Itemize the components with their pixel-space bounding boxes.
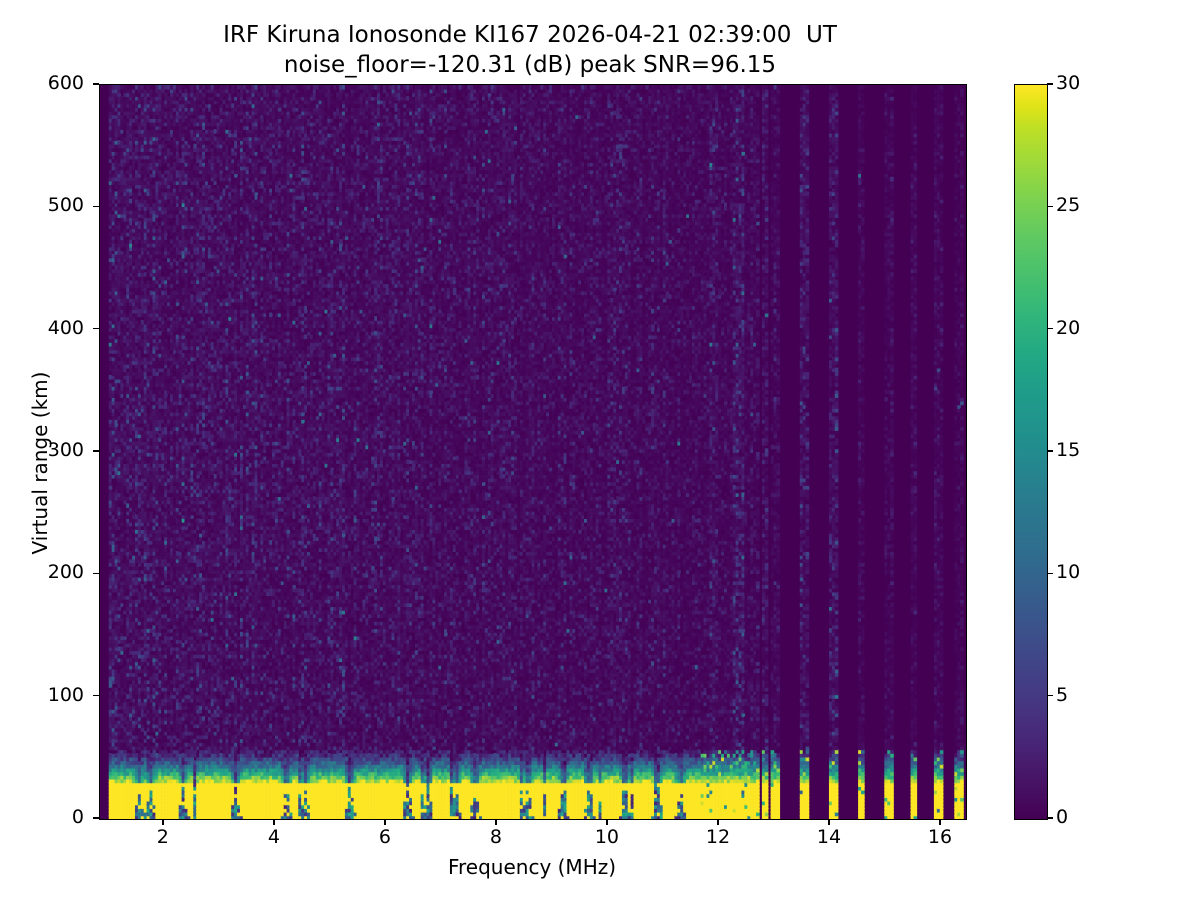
- y-tick-label: 500: [47, 194, 84, 217]
- x-tick-label: 12: [705, 826, 731, 848]
- y-tick-mark: [93, 450, 99, 452]
- x-tick-label: 10: [594, 826, 620, 848]
- page-title: IRF Kiruna Ionosonde KI167 2026-04-21 02…: [0, 20, 1060, 80]
- y-tick-mark: [93, 83, 99, 85]
- y-tick-label: 200: [47, 561, 84, 584]
- x-tick-label: 4: [267, 826, 280, 848]
- x-tick-label: 8: [489, 826, 502, 848]
- x-tick-label: 6: [378, 826, 391, 848]
- title-line-2: noise_floor=-120.31 (dB) peak SNR=96.15: [283, 52, 777, 78]
- y-tick-label: 600: [47, 72, 84, 94]
- colorbar-tick-label: 0: [1056, 806, 1069, 828]
- x-tick-mark: [384, 819, 386, 825]
- x-tick-label: 16: [927, 826, 953, 848]
- x-tick-mark: [495, 819, 497, 825]
- colorbar-tick-mark: [1047, 83, 1053, 85]
- plot-area[interactable]: [99, 84, 967, 820]
- y-axis-label: Virtual range (km): [28, 371, 52, 555]
- colorbar-tick-label: 30: [1056, 72, 1081, 94]
- x-tick-mark: [939, 819, 941, 825]
- colorbar-tick-label: 10: [1056, 561, 1081, 584]
- colorbar-tick-mark: [1047, 205, 1053, 207]
- x-tick-label: 2: [156, 826, 169, 848]
- y-tick-label: 0: [71, 806, 84, 828]
- colorbar-tick-label: 20: [1056, 316, 1081, 339]
- title-line-1: IRF Kiruna Ionosonde KI167 2026-04-21 02…: [223, 22, 837, 48]
- y-tick-mark: [93, 205, 99, 208]
- x-tick-label: 14: [816, 826, 842, 848]
- x-tick-mark: [717, 819, 719, 825]
- colorbar-tick-label: 5: [1056, 683, 1069, 706]
- y-tick-label: 300: [47, 439, 84, 461]
- ionogram-heatmap: [100, 85, 966, 819]
- y-tick-label: 100: [47, 683, 84, 706]
- x-tick-mark: [828, 819, 830, 825]
- y-tick-mark: [93, 817, 99, 819]
- y-tick-mark: [93, 695, 99, 697]
- x-axis-label: Frequency (MHz): [447, 855, 617, 879]
- colorbar-tick-mark: [1047, 328, 1053, 330]
- colorbar-tick-label: 15: [1056, 439, 1081, 461]
- x-tick-mark: [606, 819, 608, 825]
- y-tick-mark: [93, 328, 99, 330]
- colorbar-tick-mark: [1047, 450, 1053, 452]
- colorbar-tick-mark: [1047, 695, 1053, 697]
- y-tick-label: 400: [47, 316, 84, 339]
- colorbar[interactable]: [1014, 84, 1048, 820]
- colorbar-tick-mark: [1047, 817, 1053, 819]
- colorbar-tick-mark: [1047, 572, 1053, 574]
- colorbar-tick-label: 25: [1056, 194, 1081, 217]
- x-tick-mark: [273, 819, 275, 825]
- x-tick-mark: [162, 819, 164, 825]
- y-tick-mark: [93, 572, 99, 575]
